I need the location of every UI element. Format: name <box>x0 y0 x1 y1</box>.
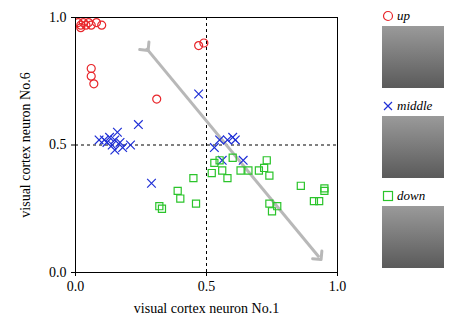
svg-text:0.0: 0.0 <box>49 265 67 280</box>
svg-text:0.5: 0.5 <box>198 279 216 294</box>
html-text:middle: middle <box>397 98 433 113</box>
svg-text:visual cortex neuron No.1: visual cortex neuron No.1 <box>134 301 279 316</box>
svg-text:visual cortex neuron No.6: visual cortex neuron No.6 <box>18 72 33 217</box>
svg-text:1.0: 1.0 <box>329 279 347 294</box>
html-text:down: down <box>397 188 426 203</box>
svg-text:0.0: 0.0 <box>67 279 85 294</box>
html-text:up: up <box>397 8 410 23</box>
svg-text:0.5: 0.5 <box>49 137 67 152</box>
svg-text:1.0: 1.0 <box>49 10 67 25</box>
